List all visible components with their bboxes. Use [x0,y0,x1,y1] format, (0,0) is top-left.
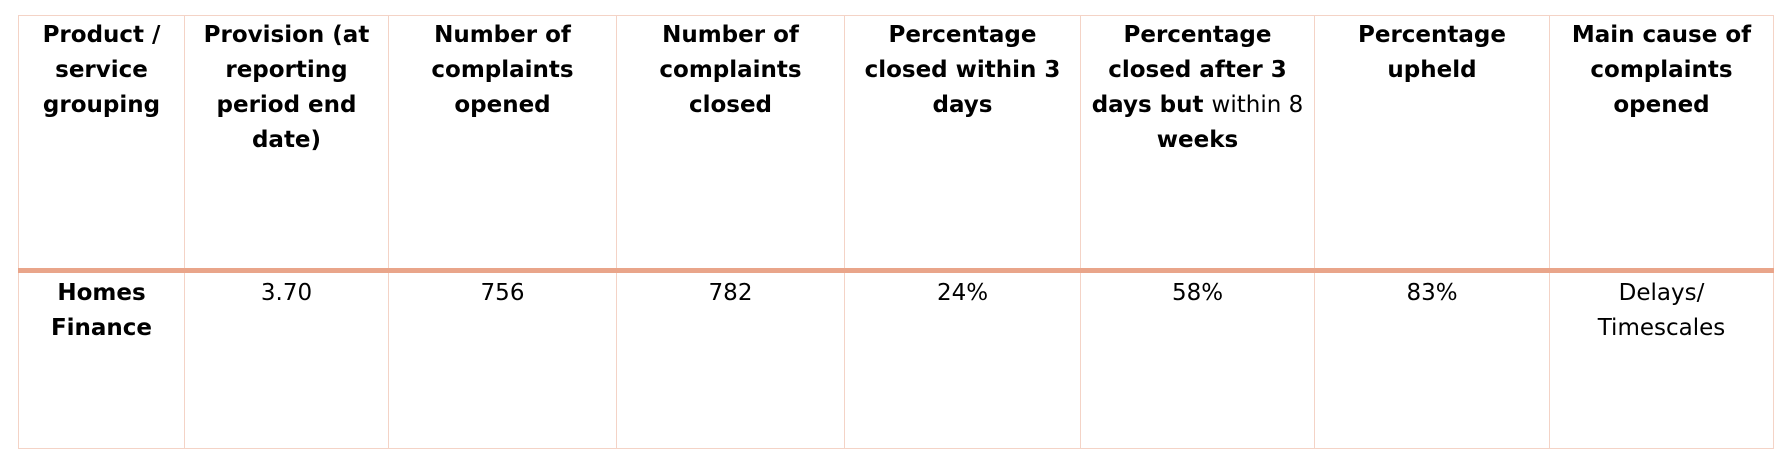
cell-main-cause: Delays/ Timescales [1549,270,1774,449]
cell-closed: 782 [616,270,845,449]
header-row: Product / service grouping Provision (at… [18,15,1774,273]
cell-closed-after-3-days: 58% [1080,270,1315,449]
header-after3-bold-part: Percentage closed after 3 days but [1091,22,1287,118]
header-upheld: Percentage upheld [1314,15,1550,273]
header-closed-after-3-days: Percentage closed after 3 days but withi… [1080,15,1315,273]
header-opened: Number of complaints opened [388,15,617,273]
cell-product: Homes Finance [18,270,185,449]
header-closed: Number of complaints closed [616,15,845,273]
table-row: Homes Finance 3.70 756 782 24% 58% 83% D… [18,270,1774,449]
header-after3-weeks-part: weeks [1156,127,1239,153]
cell-opened: 756 [388,270,617,449]
cell-provision: 3.70 [184,270,389,449]
header-provision: Provision (at reporting period end date) [184,15,389,273]
header-product: Product / service grouping [18,15,185,273]
header-closed-within-3-days: Percentage closed within 3 days [844,15,1081,273]
header-main-cause: Main cause of complaints opened [1549,15,1774,273]
complaints-table: Product / service grouping Provision (at… [18,15,1774,449]
header-after3-normal-part: within 8 [1211,92,1304,118]
cell-closed-within-3-days: 24% [844,270,1081,449]
cell-upheld: 83% [1314,270,1550,449]
